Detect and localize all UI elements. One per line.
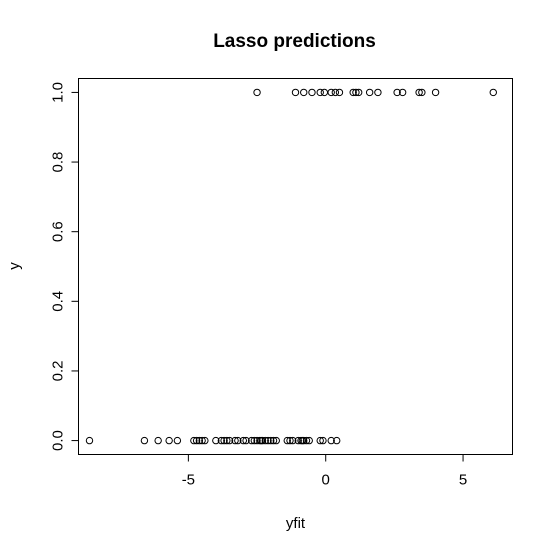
data-point bbox=[302, 436, 311, 445]
x-tick-label: 5 bbox=[459, 472, 467, 489]
data-point bbox=[264, 436, 272, 445]
y-tick-label: 1.0 bbox=[50, 82, 67, 103]
data-point bbox=[316, 436, 324, 445]
data-point bbox=[294, 436, 302, 445]
data-point bbox=[258, 436, 267, 445]
data-point bbox=[320, 88, 329, 97]
y-tick-label: 0.0 bbox=[50, 430, 67, 451]
data-point bbox=[327, 436, 335, 445]
data-point bbox=[300, 88, 308, 97]
y-tick-label: 0.8 bbox=[50, 152, 67, 173]
data-point bbox=[272, 436, 280, 445]
data-point bbox=[398, 88, 407, 97]
data-point bbox=[349, 88, 357, 97]
data-point bbox=[365, 88, 374, 97]
data-point bbox=[231, 436, 239, 445]
x-axis: -5 0 5 bbox=[182, 454, 467, 489]
data-point bbox=[242, 436, 250, 445]
data-point bbox=[173, 436, 182, 445]
data-point bbox=[253, 436, 261, 445]
data-point bbox=[286, 436, 294, 445]
data-point bbox=[247, 436, 256, 445]
data-point bbox=[489, 88, 497, 97]
data-point bbox=[333, 436, 341, 445]
data-point bbox=[335, 88, 344, 97]
data-point bbox=[305, 436, 313, 445]
data-point bbox=[253, 88, 261, 97]
data-point bbox=[352, 88, 360, 97]
data-point bbox=[165, 436, 173, 445]
data-point bbox=[198, 436, 206, 445]
data-point bbox=[267, 436, 275, 445]
data-points bbox=[85, 88, 497, 445]
data-point bbox=[269, 436, 278, 445]
data-point bbox=[308, 88, 316, 97]
data-point bbox=[289, 436, 297, 445]
data-point bbox=[327, 88, 335, 97]
plot-frame bbox=[78, 78, 513, 455]
data-point bbox=[354, 88, 363, 97]
data-point bbox=[217, 436, 226, 445]
data-point bbox=[316, 88, 324, 97]
data-point bbox=[212, 436, 220, 445]
data-point bbox=[331, 88, 340, 97]
y-tick-label: 0.2 bbox=[50, 361, 67, 382]
data-point bbox=[319, 436, 327, 445]
data-point bbox=[291, 88, 300, 97]
data-point bbox=[195, 436, 204, 445]
data-point bbox=[201, 436, 209, 445]
data-point bbox=[300, 436, 308, 445]
data-point bbox=[154, 436, 162, 445]
x-tick-label: -5 bbox=[182, 472, 195, 489]
data-point bbox=[374, 88, 382, 97]
y-axis-label: y bbox=[6, 262, 23, 270]
data-point bbox=[192, 436, 201, 445]
data-point bbox=[431, 88, 440, 97]
y-tick-label: 0.4 bbox=[50, 291, 67, 312]
data-point bbox=[85, 436, 94, 445]
data-point bbox=[239, 436, 248, 445]
data-point bbox=[234, 436, 242, 445]
data-point bbox=[418, 88, 426, 97]
data-point bbox=[225, 436, 234, 445]
x-axis-label: yfit bbox=[286, 515, 306, 532]
x-tick-label: 0 bbox=[322, 472, 330, 489]
data-point bbox=[393, 88, 401, 97]
data-point bbox=[283, 436, 291, 445]
data-point bbox=[223, 436, 231, 445]
chart-title: Lasso predictions bbox=[213, 31, 376, 52]
y-tick-label: 0.6 bbox=[50, 221, 67, 242]
data-point bbox=[190, 436, 198, 445]
data-point bbox=[415, 88, 423, 97]
data-point bbox=[261, 436, 269, 445]
data-point bbox=[140, 436, 149, 445]
data-point bbox=[220, 436, 228, 445]
y-axis: 0.0 0.2 0.4 0.6 0.8 1.0 bbox=[50, 82, 79, 451]
